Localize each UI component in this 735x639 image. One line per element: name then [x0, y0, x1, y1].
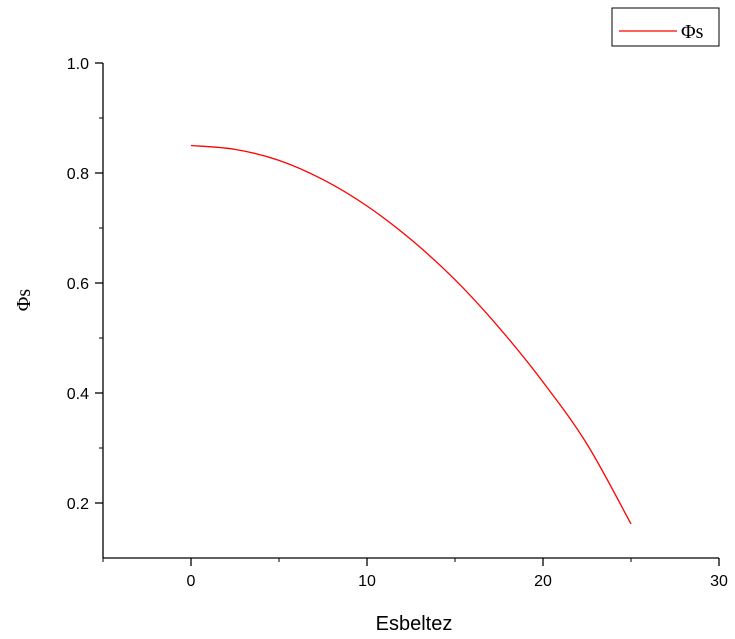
y-axis-title: Φs [13, 289, 35, 312]
y-tick-label: 0.4 [67, 386, 89, 403]
y-tick-label: 0.8 [67, 166, 89, 183]
y-tick-label: 0.2 [67, 496, 89, 513]
ticks: 0 10 20 30 0.2 0.4 0.6 0.8 1.0 [67, 56, 728, 590]
legend-box [611, 7, 720, 47]
legend-label: Φs [681, 21, 704, 43]
series-line [190, 144, 632, 525]
y-tick-label: 0.6 [67, 276, 89, 293]
x-tick-label: 0 [187, 573, 196, 590]
y-tick-label: 1.0 [67, 56, 89, 73]
x-tick-label: 30 [710, 573, 728, 590]
series-layer [190, 144, 632, 525]
x-tick-label: 20 [534, 573, 552, 590]
x-axis-title: Esbeltez [376, 613, 453, 634]
legend: Φs [611, 7, 720, 47]
x-tick-label: 10 [358, 573, 376, 590]
